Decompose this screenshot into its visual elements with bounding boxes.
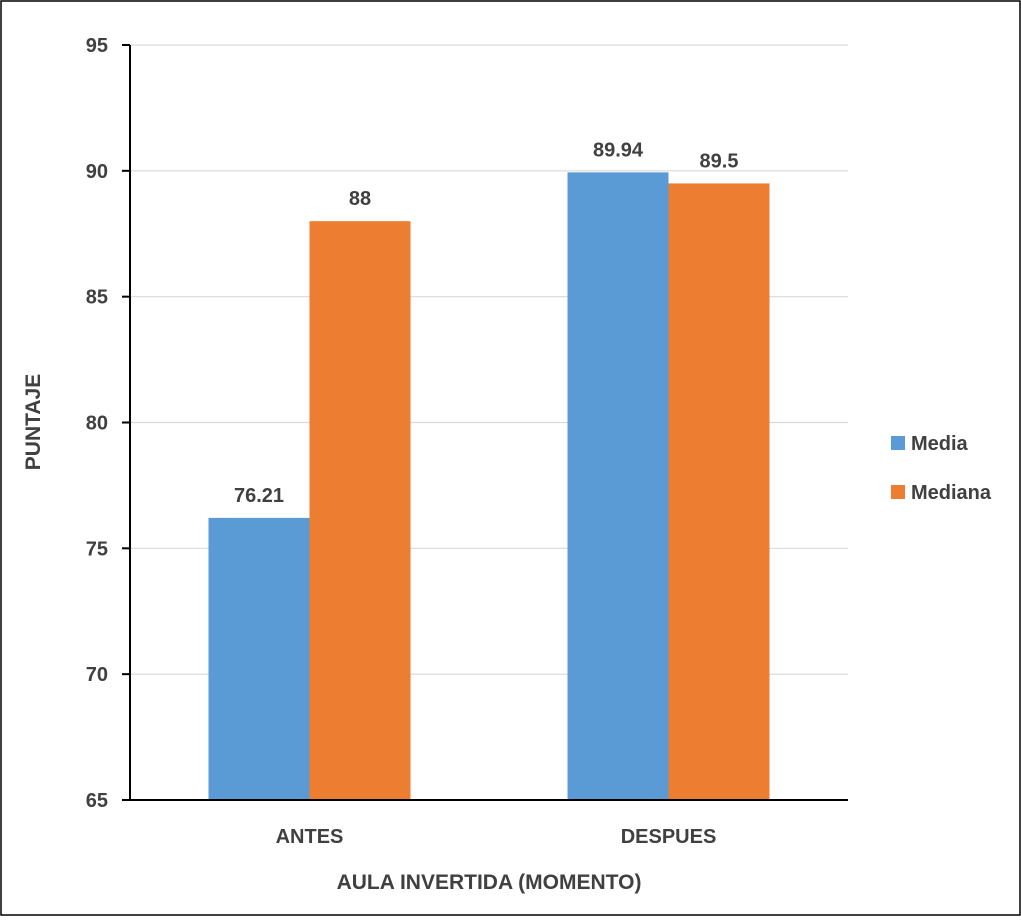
legend-label: Media (911, 433, 969, 455)
data-label: 88 (349, 188, 371, 210)
data-label: 89.5 (700, 150, 739, 172)
bar-mediana-despues (668, 183, 770, 800)
legend-label: Mediana (911, 482, 992, 504)
bar-media-despues (567, 172, 669, 801)
y-tick-label: 75 (86, 538, 108, 560)
x-tick-labels: ANTES DESPUES (276, 826, 717, 848)
data-label: 89.94 (593, 139, 644, 161)
legend-swatch-media (891, 436, 905, 450)
y-tick-label: 65 (86, 790, 108, 812)
x-tick-label: DESPUES (621, 826, 717, 848)
y-tick-label: 70 (86, 664, 108, 686)
legend: Media Mediana (891, 433, 992, 504)
x-tick-label: ANTES (276, 826, 344, 848)
bar-mediana-antes (309, 221, 411, 800)
legend-swatch-mediana (891, 485, 905, 499)
axes-group (129, 45, 848, 801)
data-labels: 76.21 88 89.94 89.5 (234, 139, 739, 507)
y-tick-label: 95 (86, 35, 108, 57)
data-label: 76.21 (234, 485, 284, 507)
bar-media-antes (208, 517, 310, 800)
y-axis-title: PUNTAJE (22, 374, 45, 470)
bars-group (208, 172, 770, 801)
y-tick-labels: 65 70 75 80 85 90 95 (86, 35, 108, 812)
y-tick-label: 90 (86, 161, 108, 183)
x-axis-title: AULA INVERTIDA (MOMENTO) (337, 871, 642, 894)
y-tick-label: 80 (86, 413, 108, 435)
y-tick-label: 85 (86, 287, 108, 309)
